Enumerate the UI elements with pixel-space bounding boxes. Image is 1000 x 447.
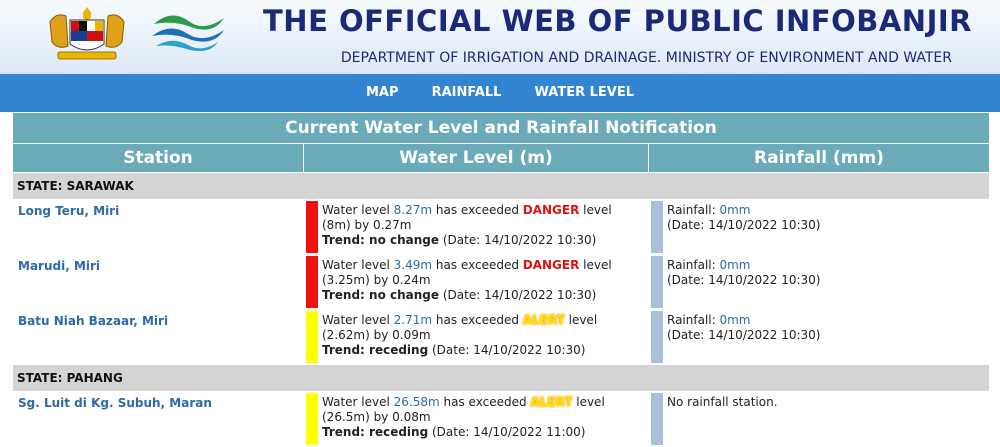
water-level-cell: Water level 2.71m has exceeded ALERT lev… [303,309,649,365]
rainfall-indicator-bar [651,393,663,445]
water-level-cell: Water level 26.58m has exceeded ALERT le… [303,391,649,447]
danger-indicator-bar [306,256,318,308]
column-header-rainfall: Rainfall (mm) [647,143,991,173]
rainfall-cell: Rainfall: 0mm (Date: 14/10/2022 10:30) [647,254,991,310]
table-row: Sg. Luit di Kg. Subuh, Maran Water level … [12,391,991,447]
site-subtitle: DEPARTMENT OF IRRIGATION AND DRAINAGE. M… [340,50,952,66]
excess-value: 0.09m [392,328,431,342]
column-header-water-level: Water Level (m) [303,143,649,173]
table-row: Long Teru, Miri Water level 8.27m has exc… [12,199,991,255]
threshold-value: (26.5m) [322,410,370,424]
trend-text: Trend: receding [322,425,429,439]
rainfall-date: 14/10/2022 10:30 [708,328,816,342]
water-level-value: 3.49m [393,258,433,272]
table-body: STATE: SARAWAK Long Teru, Miri Water level… [11,172,991,447]
water-level-cell: Water level 3.49m has exceeded DANGER le… [303,254,649,310]
trend-text: Trend: receding [322,343,429,357]
column-header-station: Station [12,143,304,173]
alert-indicator-bar [306,311,318,363]
rainfall-indicator-bar [651,311,663,363]
state-row: STATE: SARAWAK [11,172,991,200]
water-level-value: 26.58m [393,395,440,409]
station-name[interactable]: Sg. Luit di Kg. Subuh, Maran [12,391,304,447]
excess-value: 0.24m [392,273,431,287]
station-name[interactable]: Batu Niah Bazaar, Miri [12,309,304,365]
state-label: STATE: PAHANG [11,364,991,392]
rainfall-value: 0mm [719,203,751,217]
rainfall-date: 14/10/2022 10:30 [708,273,816,287]
rainfall-indicator-bar [651,201,663,253]
threshold-level-label: DANGER [522,203,580,217]
threshold-value: (3.25m) [322,273,370,287]
excess-value: 0.08m [392,410,431,424]
rainfall-cell: Rainfall: 0mm (Date: 14/10/2022 10:30) [647,199,991,255]
water-level-value: 8.27m [393,203,433,217]
water-level-cell: Water level 8.27m has exceeded DANGER le… [303,199,649,255]
rainfall-indicator-bar [651,256,663,308]
jps-wave-logo-icon [152,15,224,51]
rainfall-value: 0mm [719,258,751,272]
reading-date: 14/10/2022 11:00 [473,425,581,439]
malaysia-coat-of-arms-icon [49,7,125,60]
danger-indicator-bar [306,201,318,253]
trend-text: Trend: no change [322,233,440,247]
notification-table: Current Water Level and Rainfall Notific… [11,112,991,447]
site-header: THE OFFICIAL WEB OF PUBLIC INFOBANJIR DE… [0,0,1000,74]
reading-date: 14/10/2022 10:30 [484,288,592,302]
threshold-level-label: ALERT [522,313,565,327]
rainfall-cell: Rainfall: 0mm (Date: 14/10/2022 10:30) [647,309,991,365]
no-rainfall-text: No rainfall station. [667,395,778,409]
nav-rainfall[interactable]: RAINFALL [431,85,502,100]
table-caption: Current Water Level and Rainfall Notific… [11,112,991,144]
nav-water-level[interactable]: WATER LEVEL [534,85,634,100]
threshold-level-label: DANGER [522,258,580,272]
rainfall-date: 14/10/2022 10:30 [708,218,816,232]
threshold-level-label: ALERT [530,395,573,409]
station-name[interactable]: Marudi, Miri [12,254,304,310]
water-level-value: 2.71m [393,313,433,327]
rainfall-cell: No rainfall station. [647,391,991,447]
reading-date: 14/10/2022 10:30 [473,343,581,357]
table-row: Batu Niah Bazaar, Miri Water level 2.71m … [12,309,991,365]
alert-indicator-bar [306,393,318,445]
table-row: Marudi, Miri Water level 3.49m has exceed… [12,254,991,310]
reading-date: 14/10/2022 10:30 [484,233,592,247]
state-row: STATE: PAHANG [11,364,991,392]
threshold-value: (2.62m) [322,328,370,342]
site-title: THE OFFICIAL WEB OF PUBLIC INFOBANJIR [263,4,972,38]
nav-map[interactable]: MAP [365,85,399,100]
station-name[interactable]: Long Teru, Miri [12,199,304,255]
excess-value: 0.27m [373,218,412,232]
threshold-value: (8m) [322,218,351,232]
main-nav: MAP RAINFALL WATER LEVEL [0,74,1000,112]
state-label: STATE: SARAWAK [11,172,991,200]
rainfall-value: 0mm [719,313,751,327]
trend-text: Trend: no change [322,288,440,302]
